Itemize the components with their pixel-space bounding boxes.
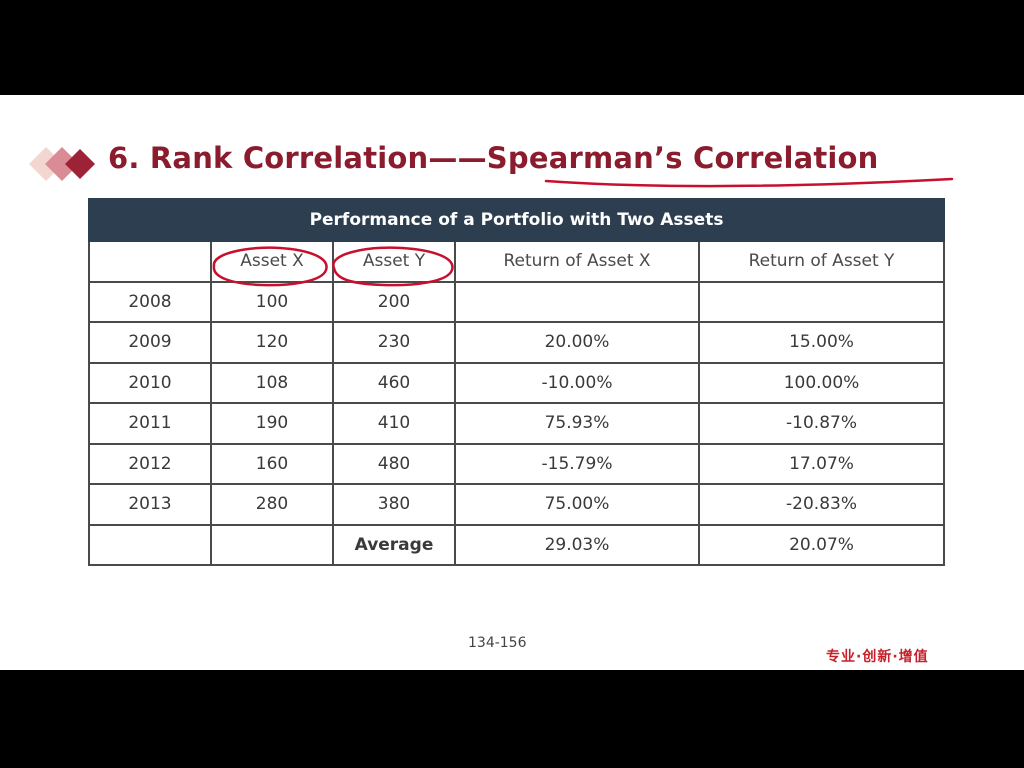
diamond-bullets-icon: [29, 147, 95, 181]
average-return-x: 29.03%: [454, 523, 700, 566]
return-y-cell: 17.07%: [697, 442, 946, 485]
slogan-logo: 专业·创新·增值: [826, 649, 929, 665]
table-row: 2011 190 410 75.93% -10.87%: [88, 402, 946, 445]
table-row: 2008 100 200: [88, 280, 946, 323]
page-number: 134-156: [468, 635, 527, 651]
asset-x-cell: 108: [210, 361, 334, 404]
header-cell: [88, 240, 212, 283]
average-row: Average 29.03% 20.07%: [88, 523, 946, 566]
empty-cell: [88, 523, 212, 566]
header-row: Asset X Asset Y Return of Asset X Return…: [88, 240, 946, 283]
header-return-x: Return of Asset X: [454, 240, 700, 283]
year-cell: 2013: [88, 483, 212, 526]
return-x-cell: 75.93%: [454, 402, 700, 445]
title-underline-annotation: [544, 177, 954, 188]
table-row: 2010 108 460 -10.00% 100.00%: [88, 361, 946, 404]
portfolio-table: Performance of a Portfolio with Two Asse…: [87, 198, 946, 566]
year-cell: 2008: [88, 280, 212, 323]
table-row: 2013 280 380 75.00% -20.83%: [88, 483, 946, 526]
asset-y-cell: 380: [332, 483, 456, 526]
return-y-cell: 100.00%: [697, 361, 946, 404]
asset-y-cell: 230: [332, 321, 456, 364]
return-x-cell: 20.00%: [454, 321, 700, 364]
asset-y-cell: 410: [332, 402, 456, 445]
header-asset-x: Asset X: [210, 240, 334, 283]
year-cell: 2009: [88, 321, 212, 364]
empty-cell: [210, 523, 334, 566]
asset-x-cell: 280: [210, 483, 334, 526]
asset-x-cell: 160: [210, 442, 334, 485]
table-row: 2009 120 230 20.00% 15.00%: [88, 321, 946, 364]
average-return-y: 20.07%: [697, 523, 946, 566]
asset-x-cell: 120: [210, 321, 334, 364]
asset-x-cell: 100: [210, 280, 334, 323]
table-row: 2012 160 480 -15.79% 17.07%: [88, 442, 946, 485]
average-label: Average: [332, 523, 456, 566]
return-y-cell: [697, 280, 946, 323]
asset-y-cell: 480: [332, 442, 456, 485]
asset-x-cell: 190: [210, 402, 334, 445]
return-y-cell: -10.87%: [697, 402, 946, 445]
return-y-cell: 15.00%: [697, 321, 946, 364]
slide-title: 6. Rank Correlation——Spearman’s Correlat…: [108, 141, 879, 175]
slide: 6. Rank Correlation——Spearman’s Correlat…: [0, 95, 1024, 670]
return-x-cell: 75.00%: [454, 483, 700, 526]
return-x-cell: -10.00%: [454, 361, 700, 404]
header-asset-y: Asset Y: [332, 240, 456, 283]
header-return-y: Return of Asset Y: [697, 240, 946, 283]
year-cell: 2010: [88, 361, 212, 404]
table-caption: Performance of a Portfolio with Two Asse…: [87, 198, 946, 242]
year-cell: 2012: [88, 442, 212, 485]
year-cell: 2011: [88, 402, 212, 445]
return-x-cell: -15.79%: [454, 442, 700, 485]
return-y-cell: -20.83%: [697, 483, 946, 526]
return-x-cell: [454, 280, 700, 323]
asset-y-cell: 460: [332, 361, 456, 404]
asset-y-cell: 200: [332, 280, 456, 323]
